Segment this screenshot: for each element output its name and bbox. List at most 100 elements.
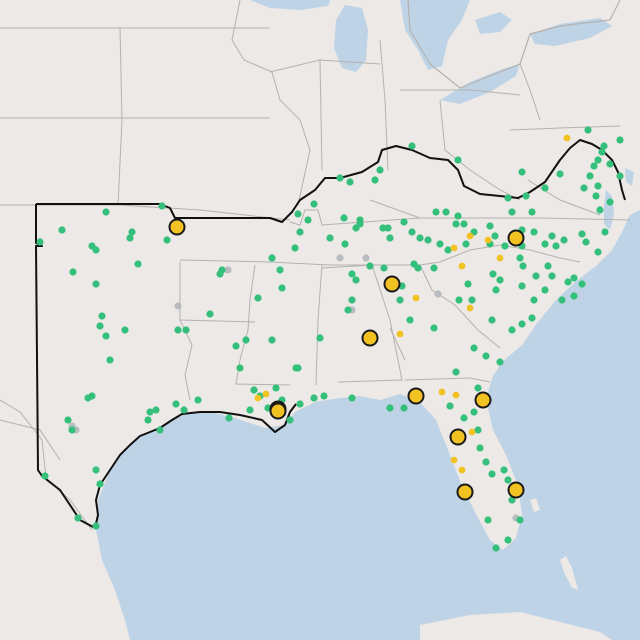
station-dot-green (544, 262, 552, 270)
station-dot-green (406, 316, 414, 324)
station-dot-green (500, 466, 508, 474)
station-dot-green (508, 208, 516, 216)
station-dot-green (460, 414, 468, 422)
highlight-marker[interactable] (168, 218, 186, 236)
station-dot-green (474, 426, 482, 434)
station-dot-green (408, 228, 416, 236)
station-dot-green (476, 444, 484, 452)
station-dot-green (548, 232, 556, 240)
highlight-marker[interactable] (449, 428, 467, 446)
lake-erie (440, 64, 520, 104)
highlight-marker[interactable] (383, 275, 401, 293)
station-dot-green (528, 314, 536, 322)
station-dot-yellow (563, 134, 571, 142)
lake-huron (400, 0, 470, 70)
station-dot-green (310, 394, 318, 402)
station-dot-green (454, 212, 462, 220)
station-dot-green (294, 364, 302, 372)
station-dot-green (84, 394, 92, 402)
station-dot-green (64, 416, 72, 424)
highlight-marker[interactable] (361, 329, 379, 347)
station-dot-green (548, 272, 556, 280)
station-dot-green (194, 396, 202, 404)
station-dot-green (594, 248, 602, 256)
station-dot-green (400, 218, 408, 226)
station-dot-green (491, 232, 499, 240)
station-dot-green (586, 172, 594, 180)
station-dot-green (582, 238, 590, 246)
station-dot-green (340, 214, 348, 222)
station-dot-green (564, 278, 572, 286)
station-dot-green (386, 404, 394, 412)
station-dot-green (558, 296, 566, 304)
station-dot-green (326, 234, 334, 242)
station-dot-green (560, 236, 568, 244)
station-dot-gray (362, 254, 370, 262)
station-dot-green (182, 326, 190, 334)
station-dot-yellow (484, 236, 492, 244)
station-dot-green (352, 224, 360, 232)
station-dot-green (41, 472, 49, 480)
station-dot-green (400, 404, 408, 412)
bahamas-islands-2 (530, 498, 540, 512)
station-dot-green (484, 516, 492, 524)
mexico-border (0, 399, 93, 531)
station-dot-green (146, 408, 154, 416)
lake-ontario (530, 18, 612, 46)
highlight-marker[interactable] (269, 402, 287, 420)
station-dot-green (134, 260, 142, 268)
station-dot-green (518, 320, 526, 328)
station-dot-green (92, 280, 100, 288)
station-dot-green (446, 402, 454, 410)
station-dot-green (606, 160, 614, 168)
highlight-marker[interactable] (456, 483, 474, 501)
station-dot-green (336, 174, 344, 182)
station-dot-green (172, 400, 180, 408)
station-dot-green (69, 268, 77, 276)
station-dot-green (272, 384, 280, 392)
station-dot-green (504, 194, 512, 202)
station-dot-green (430, 264, 438, 272)
station-dot-green (570, 292, 578, 300)
station-dot-green (519, 262, 527, 270)
station-dot-green (348, 394, 356, 402)
station-dot-green (286, 416, 294, 424)
station-dot-green (371, 176, 379, 184)
station-dot-green (488, 470, 496, 478)
station-dot-green (163, 236, 171, 244)
station-dot-green (68, 426, 76, 434)
station-dot-green (96, 480, 104, 488)
station-dot-green (92, 522, 100, 530)
highlight-marker[interactable] (474, 391, 492, 409)
highlight-marker[interactable] (507, 481, 525, 499)
station-dot-green (156, 426, 164, 434)
station-dot-green (482, 458, 490, 466)
station-dot-green (294, 210, 302, 218)
station-dot-green (254, 294, 262, 302)
bahamas-islands (560, 556, 578, 590)
station-dot-green (492, 286, 500, 294)
highlight-marker[interactable] (507, 229, 525, 247)
station-dot-green (594, 182, 602, 190)
station-dot-green (556, 170, 564, 178)
highlight-marker[interactable] (407, 387, 425, 405)
station-dot-green (532, 272, 540, 280)
station-dot-green (460, 220, 468, 228)
station-dot-green (616, 136, 624, 144)
station-dot-green (489, 270, 497, 278)
station-dot-green (96, 322, 104, 330)
station-dot-green (516, 254, 524, 262)
station-dot-green (386, 234, 394, 242)
station-dot-green (492, 544, 500, 552)
station-dot-gray (224, 266, 232, 274)
station-dot-green (464, 280, 472, 288)
station-dot-green (580, 184, 588, 192)
station-dot-green (225, 414, 233, 422)
station-dot-green (496, 358, 504, 366)
station-dot-yellow (496, 254, 504, 262)
station-dot-green (442, 208, 450, 216)
station-dot-green (106, 356, 114, 364)
